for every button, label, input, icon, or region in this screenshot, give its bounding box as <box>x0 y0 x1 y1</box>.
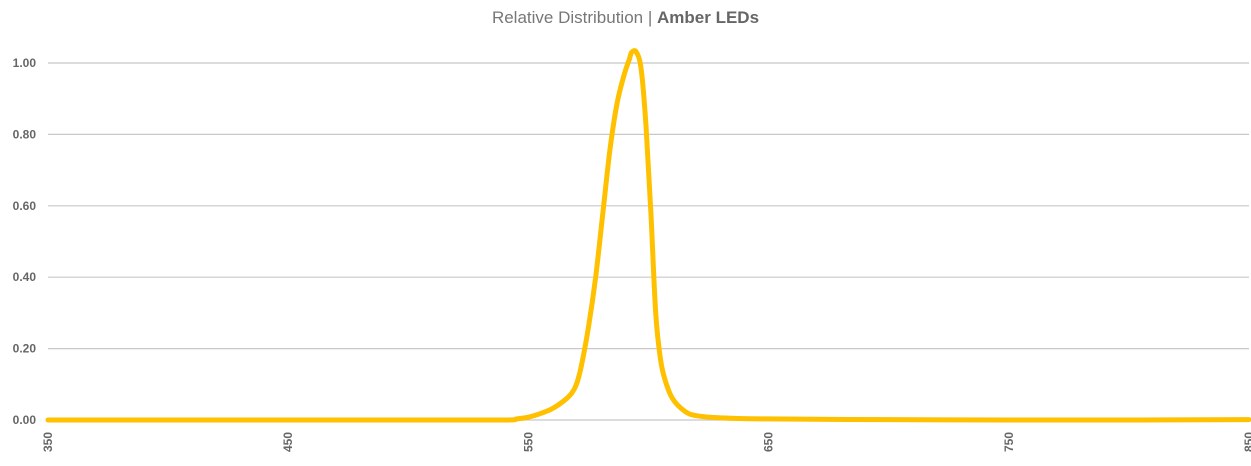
y-tick-label-2: 0.40 <box>13 270 37 284</box>
x-tick-label-0: 350 <box>41 432 55 452</box>
x-tick-label-5: 850 <box>1242 432 1251 452</box>
y-tick-label-4: 0.80 <box>13 127 37 141</box>
x-tick-label-3: 650 <box>762 432 776 452</box>
chart-subtitle: Amber LEDs <box>657 8 760 27</box>
x-tick-label-2: 550 <box>521 432 535 452</box>
y-tick-label-0: 0.00 <box>13 413 37 427</box>
title-separator: | <box>647 8 653 27</box>
chart-title: Relative Distribution <box>491 8 644 27</box>
x-tick-label-4: 750 <box>1002 432 1016 452</box>
series-line-0 <box>45 48 1251 423</box>
y-tick-label-1: 0.20 <box>13 342 37 356</box>
chart-title-line: Relative Distribution | Amber LEDs <box>0 8 1251 28</box>
x-tick-label-1: 450 <box>281 432 295 452</box>
y-tick-label-5: 1.00 <box>13 56 37 70</box>
y-tick-label-3: 0.60 <box>13 199 37 213</box>
